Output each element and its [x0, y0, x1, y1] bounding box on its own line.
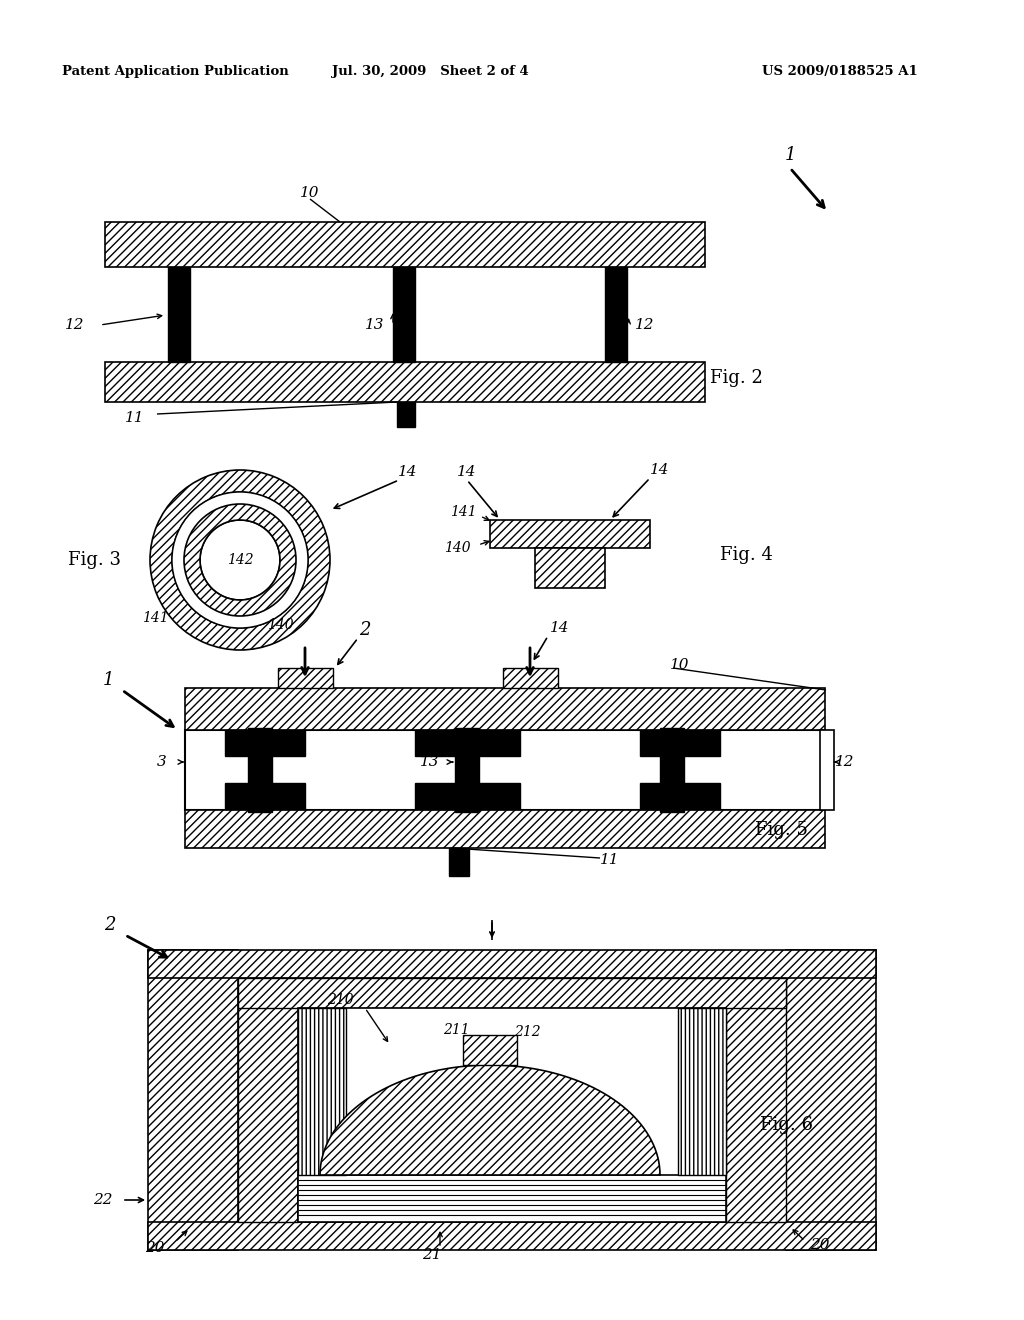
Bar	[820, 730, 834, 810]
Bar	[238, 978, 786, 1008]
Text: 21: 21	[422, 1247, 441, 1262]
Text: 12: 12	[836, 755, 855, 770]
Bar	[660, 729, 684, 812]
Circle shape	[200, 520, 280, 601]
Text: 210: 210	[327, 993, 353, 1007]
Bar	[640, 730, 720, 756]
Text: Fig. 4: Fig. 4	[720, 546, 773, 564]
Bar	[298, 1008, 346, 1175]
Text: Fig. 2: Fig. 2	[710, 370, 763, 387]
Text: 12: 12	[66, 318, 85, 333]
Bar	[490, 520, 650, 548]
Bar	[298, 1175, 726, 1222]
Text: 142: 142	[226, 553, 253, 568]
Bar	[298, 1008, 726, 1222]
Text: 22: 22	[93, 1193, 113, 1206]
Text: 211: 211	[442, 1023, 469, 1038]
Text: 1: 1	[784, 147, 796, 164]
Text: 2: 2	[104, 916, 116, 935]
Text: 12: 12	[635, 318, 654, 333]
Bar	[535, 548, 605, 587]
Polygon shape	[319, 1065, 660, 1175]
Bar	[105, 362, 705, 403]
Text: 140: 140	[266, 618, 293, 632]
Bar	[185, 688, 825, 730]
Text: 20: 20	[810, 1238, 829, 1251]
Bar	[503, 668, 558, 688]
Wedge shape	[184, 504, 296, 616]
Text: 141: 141	[141, 611, 168, 624]
Bar	[640, 783, 720, 809]
Text: 14: 14	[550, 620, 569, 635]
Bar	[148, 950, 238, 1250]
Bar	[148, 950, 876, 978]
Wedge shape	[150, 470, 330, 649]
Text: 3: 3	[157, 755, 167, 770]
Bar	[148, 1222, 876, 1250]
Text: Jul. 30, 2009   Sheet 2 of 4: Jul. 30, 2009 Sheet 2 of 4	[332, 66, 528, 78]
Text: 212: 212	[514, 1026, 541, 1039]
Text: 141: 141	[450, 506, 476, 519]
Bar	[105, 222, 705, 267]
Bar	[415, 730, 520, 756]
Text: 10: 10	[671, 657, 690, 672]
Text: 11: 11	[125, 411, 144, 425]
Bar	[415, 783, 520, 809]
Bar	[225, 783, 305, 809]
Bar	[393, 267, 415, 362]
Text: 10: 10	[300, 186, 319, 201]
Text: 14: 14	[398, 465, 418, 479]
Bar	[278, 668, 333, 688]
Text: Fig. 5: Fig. 5	[755, 821, 808, 840]
Wedge shape	[184, 504, 296, 616]
Text: Patent Application Publication: Patent Application Publication	[62, 66, 289, 78]
Bar	[397, 403, 415, 426]
Text: 14: 14	[458, 465, 477, 479]
Text: 2: 2	[359, 620, 371, 639]
Bar	[248, 729, 272, 812]
Text: 11: 11	[600, 853, 620, 867]
Bar	[455, 729, 479, 812]
Bar	[185, 730, 825, 810]
Bar	[726, 978, 786, 1222]
Text: Fig. 3: Fig. 3	[68, 550, 121, 569]
Bar	[463, 1035, 517, 1065]
Circle shape	[172, 492, 308, 628]
Text: 13: 13	[366, 318, 385, 333]
Bar	[238, 978, 298, 1222]
Bar	[185, 810, 825, 847]
Bar	[225, 730, 305, 756]
Text: 1: 1	[102, 671, 114, 689]
Text: 14: 14	[650, 463, 670, 477]
Bar	[168, 267, 190, 362]
Bar	[678, 1008, 726, 1175]
Text: Fig. 6: Fig. 6	[760, 1115, 813, 1134]
Bar	[449, 847, 469, 876]
Bar	[605, 267, 627, 362]
Text: US 2009/0188525 A1: US 2009/0188525 A1	[762, 66, 918, 78]
Text: 140: 140	[443, 541, 470, 554]
Text: 20: 20	[145, 1241, 165, 1255]
Text: 13: 13	[420, 755, 439, 770]
Bar	[786, 950, 876, 1250]
